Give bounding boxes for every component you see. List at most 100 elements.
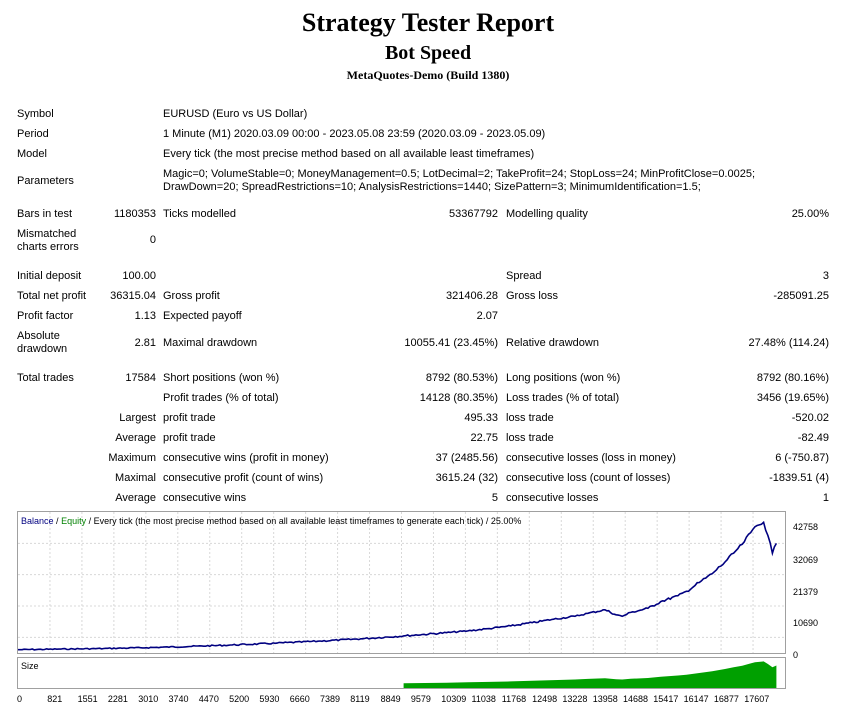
profit-trades-label: Profit trades (% of total) xyxy=(163,392,279,404)
spread-value: 3 xyxy=(822,270,829,282)
parameters-label: Parameters xyxy=(17,175,74,187)
parameters-line-1: Magic=0; VolumeStable=0; MoneyManagement… xyxy=(163,168,756,180)
average-profit-value: 22.75 xyxy=(470,432,498,444)
x-tick: 3740 xyxy=(168,694,189,704)
expected-payoff-value: 2.07 xyxy=(476,310,498,322)
abs-drawdown-label-1: Absolute xyxy=(17,330,60,342)
largest-loss-value: -520.02 xyxy=(791,412,829,424)
avg-cons-losses-label: consecutive losses xyxy=(506,492,599,504)
y-tick-4: 0 xyxy=(793,650,799,660)
legend-separator: / xyxy=(56,516,59,526)
x-tick: 2281 xyxy=(107,694,128,704)
x-tick: 14688 xyxy=(623,694,649,704)
x-tick: 13228 xyxy=(562,694,588,704)
quality-label: Modelling quality xyxy=(506,208,588,220)
largest-loss-label: loss trade xyxy=(506,412,554,424)
total-trades-value: 17584 xyxy=(125,372,156,384)
short-positions-label: Short positions (won %) xyxy=(163,372,280,384)
x-tick: 5200 xyxy=(229,694,250,704)
period-value: 1 Minute (M1) 2020.03.09 00:00 - 2023.05… xyxy=(163,128,546,140)
report-subtitle: Bot Speed xyxy=(384,42,472,64)
x-tick: 5930 xyxy=(259,694,280,704)
ticks-value: 53367792 xyxy=(449,208,498,220)
largest-profit-value: 495.33 xyxy=(464,412,498,424)
abs-drawdown-label-2: drawdown xyxy=(17,343,68,355)
x-tick: 7389 xyxy=(320,694,341,704)
y-tick-0: 42758 xyxy=(793,522,819,532)
long-positions-value: 8792 (80.16%) xyxy=(756,372,829,384)
rel-drawdown-label: Relative drawdown xyxy=(506,337,599,349)
avg-cons-wins-label: consecutive wins xyxy=(163,492,247,504)
max-drawdown-label: Maximal drawdown xyxy=(163,337,258,349)
gross-loss-label: Gross loss xyxy=(506,290,558,302)
balance-chart-svg xyxy=(18,512,785,653)
x-tick: 16877 xyxy=(713,694,739,704)
profit-factor-value: 1.13 xyxy=(134,310,156,322)
legend-separator-2: / xyxy=(88,516,92,526)
average-profit-label: profit trade xyxy=(163,432,216,444)
y-tick-3: 10690 xyxy=(793,618,819,628)
x-tick: 6660 xyxy=(289,694,310,704)
largest-profit-label: profit trade xyxy=(163,412,216,424)
size-area xyxy=(403,661,777,688)
max-cons-wins-label: consecutive wins (profit in money) xyxy=(163,452,329,464)
x-tick: 17607 xyxy=(744,694,770,704)
parameters-line-2: DrawDown=20; SpreadRestrictions=10; Anal… xyxy=(163,181,701,193)
size-chart-svg xyxy=(403,661,777,688)
x-tick: 10309 xyxy=(441,694,467,704)
mismatched-label-1: Mismatched xyxy=(17,228,77,240)
max-drawdown-value: 10055.41 (23.45%) xyxy=(404,337,498,349)
short-positions-value: 8792 (80.53%) xyxy=(425,372,498,384)
maximal-cons-loss-value: -1839.51 (4) xyxy=(769,472,829,484)
legend-equity: Equity xyxy=(61,516,87,526)
x-tick: 1551 xyxy=(77,694,98,704)
size-label: Size xyxy=(21,661,39,671)
loss-trades-value: 3456 (19.65%) xyxy=(756,392,829,404)
x-tick: 821 xyxy=(47,694,63,704)
x-tick: 8119 xyxy=(350,694,370,704)
max-cons-losses-label: consecutive losses (loss in money) xyxy=(506,452,676,464)
report-title: Strategy Tester Report xyxy=(301,8,555,37)
x-tick: 3010 xyxy=(138,694,159,704)
x-tick: 11768 xyxy=(501,694,527,704)
x-tick: 16147 xyxy=(683,694,709,704)
max-cons-wins-value: 37 (2485.56) xyxy=(435,452,498,464)
x-tick: 11038 xyxy=(471,694,496,704)
total-trades-label: Total trades xyxy=(17,372,74,384)
avg-cons-wins-value: 5 xyxy=(491,492,498,504)
average-loss-value: -82.49 xyxy=(797,432,829,444)
profit-factor-label: Profit factor xyxy=(17,310,74,322)
chart-title: Every tick (the most precise method base… xyxy=(93,516,522,526)
initial-deposit-label: Initial deposit xyxy=(17,270,82,282)
initial-deposit-value: 100.00 xyxy=(122,270,156,282)
average-label: Average xyxy=(115,432,156,444)
legend-balance: Balance xyxy=(21,516,54,526)
server-build: MetaQuotes-Demo (Build 1380) xyxy=(346,68,510,82)
long-positions-label: Long positions (won %) xyxy=(506,372,621,384)
abs-drawdown-value: 2.81 xyxy=(134,337,156,349)
x-tick: 13958 xyxy=(592,694,618,704)
rel-drawdown-value: 27.48% (114.24) xyxy=(748,337,829,349)
model-value: Every tick (the most precise method base… xyxy=(163,148,535,160)
chart-legend: Balance / Equity / Every tick (the most … xyxy=(21,515,521,528)
balance-chart: Balance / Equity / Every tick (the most … xyxy=(17,511,786,654)
average2-label: Average xyxy=(115,492,156,504)
mismatched-label-2: charts errors xyxy=(17,241,79,253)
gross-profit-value: 321406.28 xyxy=(446,290,498,302)
expected-payoff-label: Expected payoff xyxy=(163,310,242,322)
gross-loss-value: -285091.25 xyxy=(773,290,829,302)
x-tick: 8849 xyxy=(380,694,401,704)
y-tick-2: 21379 xyxy=(793,587,819,597)
maximal-cons-profit-label: consecutive profit (count of wins) xyxy=(163,472,324,484)
quality-value: 25.00% xyxy=(791,208,829,220)
period-label: Period xyxy=(17,128,49,140)
maximum-label: Maximum xyxy=(108,452,156,464)
maximal-cons-profit-value: 3615.24 (32) xyxy=(435,472,498,484)
avg-cons-losses-value: 1 xyxy=(822,492,829,504)
y-tick-1: 32069 xyxy=(793,555,819,565)
x-tick: 9579 xyxy=(410,694,431,704)
loss-trades-label: Loss trades (% of total) xyxy=(506,392,620,404)
gross-profit-label: Gross profit xyxy=(163,290,220,302)
series-line-balance xyxy=(18,520,778,651)
x-tick: 4470 xyxy=(198,694,219,704)
